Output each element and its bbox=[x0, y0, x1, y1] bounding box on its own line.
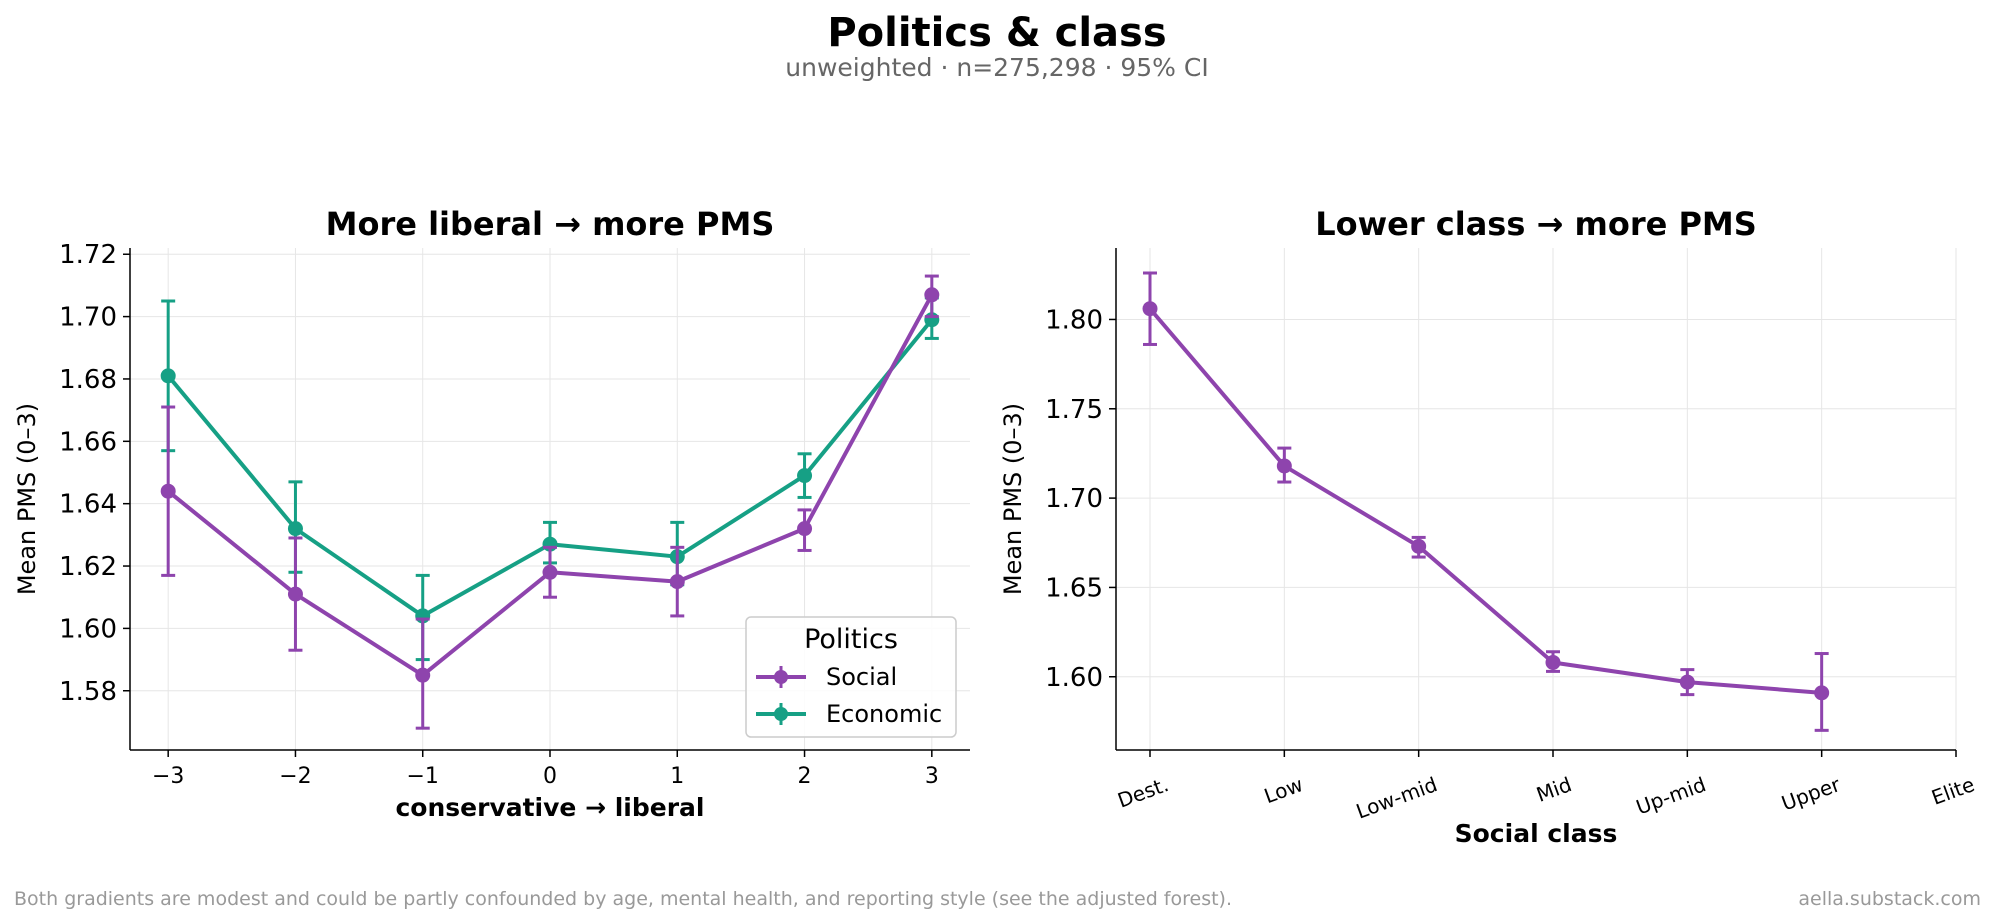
right-y-tick-label: 1.70 bbox=[1045, 484, 1103, 514]
left-x-tick-label: 0 bbox=[543, 764, 557, 789]
left-y-tick-label: 1.60 bbox=[59, 614, 117, 644]
data-point-economic bbox=[797, 468, 813, 484]
right-chart-title: Lower class → more PMS bbox=[1315, 205, 1757, 243]
left-y-tick-label: 1.64 bbox=[59, 490, 117, 520]
figure-title: Politics & class bbox=[827, 10, 1166, 56]
figure-subtitle: unweighted · n=275,298 · 95% CI bbox=[785, 53, 1208, 82]
right-y-tick-label: 1.75 bbox=[1045, 395, 1103, 425]
left-y-tick-label: 1.62 bbox=[59, 552, 117, 582]
source-credit: aella.substack.com bbox=[1798, 888, 1981, 910]
data-point-economic bbox=[160, 368, 176, 384]
footnote: Both gradients are modest and could be p… bbox=[14, 888, 1232, 910]
left-x-tick-label: 3 bbox=[925, 764, 939, 789]
right-x-tick-label: Mid bbox=[1533, 772, 1575, 807]
legend-swatch-marker-social bbox=[774, 670, 788, 684]
data-point-economic bbox=[287, 521, 303, 537]
data-point-class bbox=[1679, 674, 1695, 690]
left-y-tick-label: 1.70 bbox=[59, 303, 117, 333]
right-y-axis-label: Mean PMS (0–3) bbox=[999, 403, 1027, 595]
left-plot-area: −3 −2 −1 0 1 2 3 1.58 1.60 1.62 1.64 1.66 1.68 1.70 1.… bbox=[59, 240, 970, 789]
legend-swatch-marker-economic bbox=[774, 707, 788, 721]
left-chart-title: More liberal → more PMS bbox=[326, 205, 775, 243]
data-point-social bbox=[415, 667, 431, 683]
data-point-social bbox=[542, 564, 558, 580]
left-x-tick-label: −2 bbox=[279, 764, 311, 789]
legend: Politics Social Economic bbox=[745, 616, 957, 738]
left-x-tick-label: −3 bbox=[152, 764, 184, 789]
right-x-tick-label: Dest. bbox=[1114, 772, 1171, 812]
legend-box bbox=[745, 616, 957, 738]
legend-title: Politics bbox=[804, 624, 898, 655]
right-x-tick-label: Low-mid bbox=[1353, 772, 1440, 823]
left-x-axis-label: conservative → liberal bbox=[395, 793, 704, 822]
right-panel: Lower class → more PMS Mean PMS (0–3) So… bbox=[999, 205, 1978, 848]
right-y-tick-label: 1.60 bbox=[1045, 663, 1103, 693]
right-x-tick-label: Up-mid bbox=[1633, 772, 1709, 819]
right-y-tick-label: 1.80 bbox=[1045, 305, 1103, 335]
right-y-tick-label: 1.65 bbox=[1045, 573, 1103, 603]
left-y-axis-label: Mean PMS (0–3) bbox=[13, 403, 41, 595]
legend-label-social: Social bbox=[826, 663, 897, 691]
left-panel: More liberal → more PMS Mean PMS (0–3) c… bbox=[13, 205, 970, 822]
right-x-tick-label: Low bbox=[1261, 772, 1306, 808]
right-x-tick-label: Elite bbox=[1928, 772, 1977, 810]
data-point-social bbox=[669, 574, 685, 590]
data-point-class bbox=[1545, 654, 1561, 670]
data-point-social bbox=[287, 586, 303, 602]
left-y-tick-label: 1.66 bbox=[59, 427, 117, 457]
right-x-axis-label: Social class bbox=[1455, 819, 1618, 848]
left-y-tick-label: 1.58 bbox=[59, 677, 117, 707]
data-point-class bbox=[1814, 685, 1830, 701]
legend-label-economic: Economic bbox=[826, 700, 942, 728]
data-point-class bbox=[1276, 458, 1292, 474]
left-x-tick-label: 1 bbox=[670, 764, 684, 789]
right-plot-area: Dest. Low Low-mid Mid Up-mid Upper Elite 1.60 1.… bbox=[1045, 248, 1978, 824]
data-point-social bbox=[797, 521, 813, 537]
series-line-class bbox=[1148, 307, 1822, 695]
data-point-class bbox=[1142, 301, 1158, 317]
left-y-tick-label: 1.72 bbox=[59, 240, 117, 270]
left-x-tick-label: 2 bbox=[798, 764, 812, 789]
data-point-social bbox=[924, 287, 940, 303]
data-point-class bbox=[1411, 538, 1427, 554]
left-x-tick-label: −1 bbox=[407, 764, 439, 789]
right-x-tick-label: Upper bbox=[1778, 772, 1844, 816]
left-y-tick-label: 1.68 bbox=[59, 365, 117, 395]
data-point-social bbox=[160, 483, 176, 499]
